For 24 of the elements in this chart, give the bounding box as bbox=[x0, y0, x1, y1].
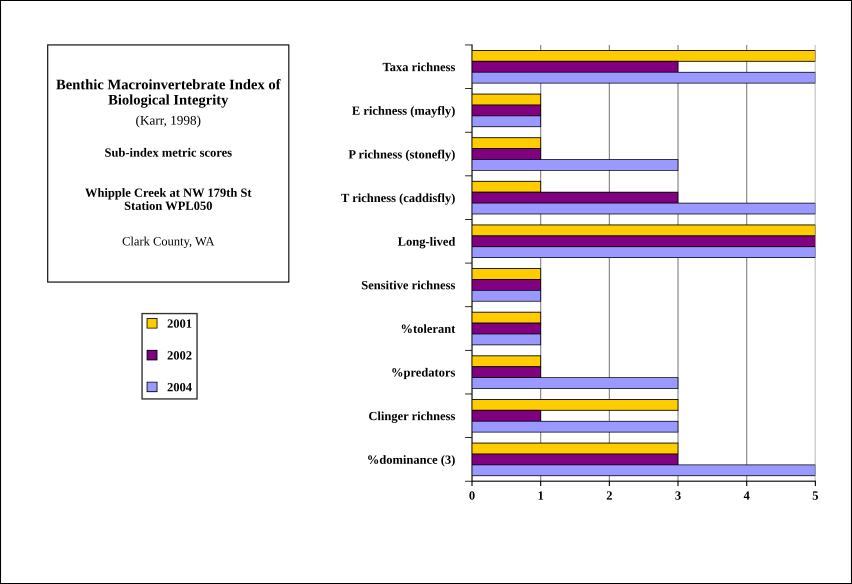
legend-label: 2001 bbox=[168, 319, 192, 328]
y-tick-label: T richness (caddisfly) bbox=[341, 193, 455, 205]
x-tick-label: 5 bbox=[812, 491, 818, 500]
x-tick-label: 4 bbox=[744, 491, 750, 500]
text: Sub-index metric scores bbox=[105, 148, 232, 157]
y-tick-label: Clinger richness bbox=[369, 411, 456, 423]
y-tick-label: Taxa richness bbox=[382, 62, 456, 72]
text: Whipple Creek at NW 179th St Station WPL050 bbox=[85, 188, 252, 210]
y-tick-label: %dominance (3) bbox=[368, 455, 455, 466]
y-tick-label: Long-lived bbox=[398, 236, 456, 248]
y-tick-label: %predators bbox=[392, 368, 456, 380]
legend-label: 2004 bbox=[168, 382, 192, 392]
text: (Karr, 1998) bbox=[136, 115, 200, 128]
y-tick-label: P richness (stonefly) bbox=[348, 150, 455, 162]
text: Clark County, WA bbox=[122, 236, 214, 248]
x-tick-label: 3 bbox=[675, 491, 681, 500]
x-tick-label: 2 bbox=[606, 491, 612, 500]
text: Benthic Macroinvertebrate Index of Biological Integrity bbox=[56, 79, 281, 108]
x-tick-label: 1 bbox=[538, 491, 544, 500]
legend-label: 2002 bbox=[168, 351, 192, 360]
x-tick-label: 0 bbox=[469, 491, 475, 500]
y-tick-label: E richness (mayfly) bbox=[352, 106, 455, 118]
y-tick-label: Sensitive richness bbox=[362, 280, 456, 290]
y-tick-label: %tolerant bbox=[402, 324, 456, 334]
